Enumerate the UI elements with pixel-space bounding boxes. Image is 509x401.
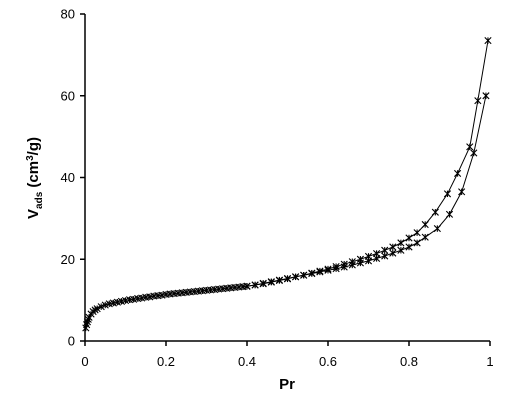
y-axis-title-unit-sup: 3	[25, 155, 36, 161]
x-axis-title: Pr	[279, 376, 295, 393]
x-tick-label: 0.4	[238, 354, 256, 369]
data-point	[348, 258, 356, 266]
y-tick-label: 0	[68, 334, 75, 349]
x-tick-label: 0.6	[319, 354, 337, 369]
y-axis-title: Vads (cm3/g)	[25, 137, 45, 219]
data-point	[405, 234, 413, 242]
data-point	[259, 280, 267, 288]
data-point	[300, 271, 308, 279]
series-line	[246, 40, 489, 287]
x-tick-label: 0	[81, 354, 88, 369]
y-tick-label: 40	[61, 170, 75, 185]
data-point	[397, 239, 405, 247]
y-tick-label: 80	[61, 7, 75, 22]
series-adsorption	[82, 92, 490, 332]
data-point	[97, 303, 105, 311]
y-tick-label: 60	[61, 88, 75, 103]
data-point	[275, 276, 283, 285]
data-point	[332, 263, 340, 271]
y-axis-ticks: 0 20 40 60 80	[61, 7, 85, 349]
y-axis-title-unit-post: /g)	[25, 137, 42, 155]
data-point	[101, 301, 109, 309]
x-tick-label: 1	[486, 354, 493, 369]
data-point	[405, 243, 413, 251]
data-point	[421, 220, 429, 229]
y-axis-title-main: V	[25, 209, 42, 219]
data-point	[413, 229, 421, 237]
data-point	[292, 273, 300, 281]
data-point	[431, 208, 439, 216]
y-axis-title-unit-pre: (cm	[25, 161, 42, 192]
data-point	[93, 305, 101, 313]
y-tick-label: 20	[61, 252, 75, 267]
data-point	[470, 149, 478, 157]
data-point	[433, 225, 441, 233]
data-point	[381, 246, 389, 254]
data-point	[340, 260, 348, 268]
data-point	[373, 249, 381, 258]
data-point	[389, 243, 397, 251]
data-point	[267, 278, 275, 286]
data-point	[454, 169, 462, 178]
data-point	[324, 265, 332, 273]
series-layer	[82, 36, 492, 332]
data-point	[484, 36, 492, 45]
data-point	[356, 255, 364, 263]
data-point	[474, 97, 482, 105]
data-point	[443, 190, 452, 198]
data-point	[283, 275, 292, 283]
x-tick-label: 0.8	[400, 354, 418, 369]
data-point	[421, 233, 429, 241]
series-desorption	[243, 36, 492, 290]
data-point	[397, 246, 405, 254]
plot-area: 0 20 40 60 80 0 0.2 0.4 0.6 0.8 1	[61, 7, 494, 370]
data-point	[243, 282, 251, 290]
data-point	[445, 210, 454, 218]
x-tick-label: 0.2	[157, 354, 175, 369]
data-point	[413, 239, 421, 247]
data-point	[389, 249, 397, 257]
data-point	[482, 92, 490, 100]
y-axis-title-sub: ads	[34, 191, 45, 209]
data-point	[381, 252, 389, 260]
x-axis-ticks: 0 0.2 0.4 0.6 0.8 1	[81, 341, 494, 369]
data-point	[466, 143, 474, 151]
data-point	[251, 281, 259, 289]
data-point	[316, 267, 324, 275]
series-line	[85, 95, 487, 329]
data-point	[458, 188, 466, 196]
data-point	[308, 269, 316, 277]
data-point	[364, 252, 373, 260]
